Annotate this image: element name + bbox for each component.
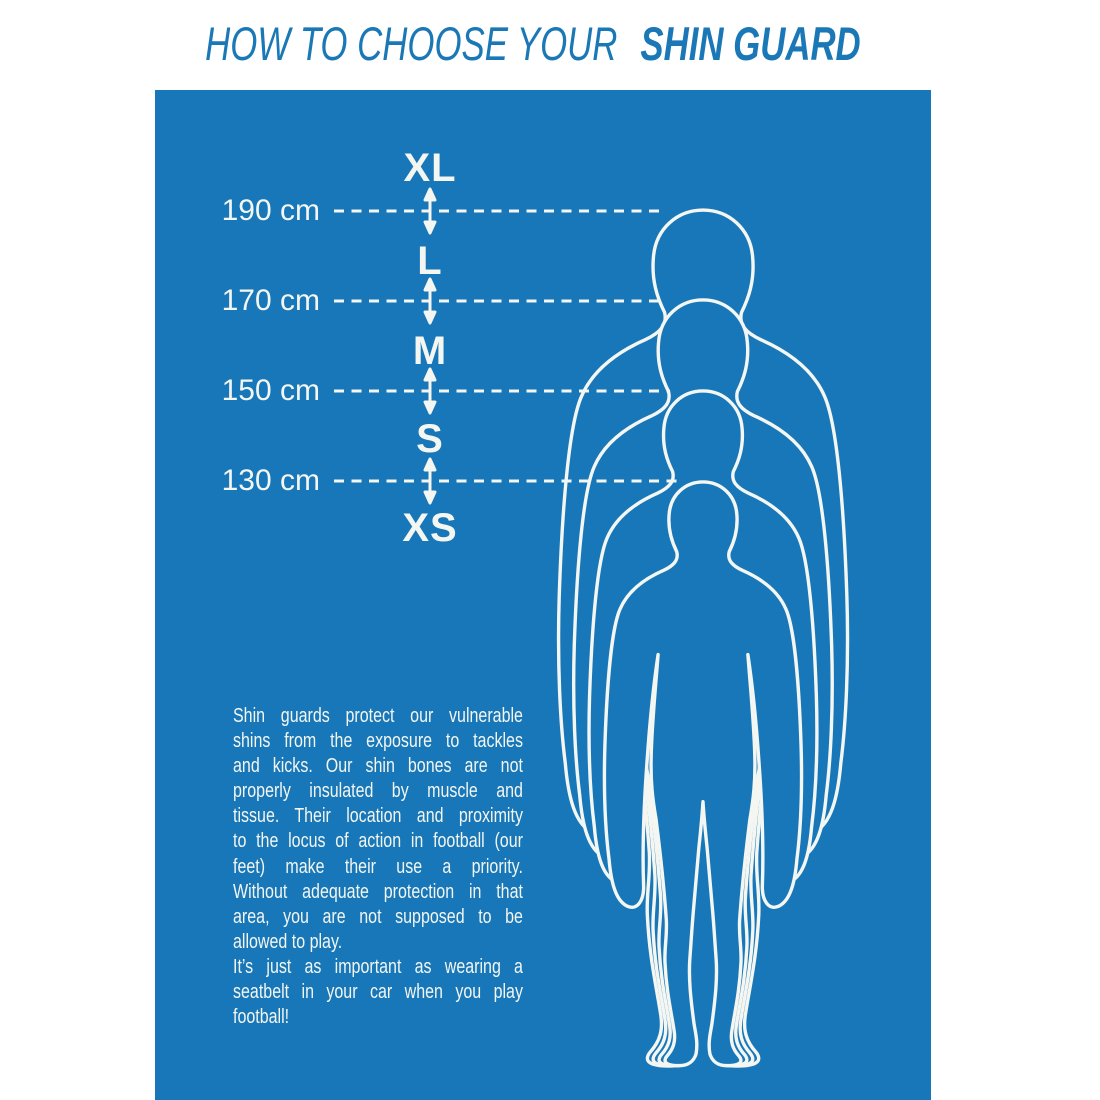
height-mark-170cm: 170 cm: [221, 284, 320, 317]
body-silhouettes: [556, 208, 850, 1068]
description-text: Shin guards protect our vulnerable shins…: [233, 704, 523, 1030]
height-mark-190cm: 190 cm: [221, 194, 320, 227]
description-line: Without adequate protection in that: [233, 880, 523, 903]
size-silhouette-diagram: [334, 187, 850, 1068]
description-line: feet) make their use a priority.: [233, 855, 523, 878]
description-line: It’s just as important as wearing a: [233, 955, 523, 978]
height-mark-130cm: 130 cm: [221, 464, 320, 497]
description-line: seatbelt in your car when you play: [233, 981, 523, 1004]
height-mark-150cm: 150 cm: [221, 374, 320, 407]
description-line: to the locus of action in football (our: [233, 830, 523, 853]
height-dash-lines: [334, 209, 679, 483]
size-label-xs: XS: [402, 506, 458, 550]
description-line: area, you are not supposed to be: [233, 905, 523, 928]
description-line: properly insulated by muscle and: [233, 780, 523, 803]
size-label-m: M: [412, 329, 448, 373]
description-line: football!: [233, 1006, 290, 1029]
size-label-s: S: [416, 417, 444, 461]
description-line: allowed to play.: [233, 930, 343, 953]
infographic-panel: XL L M S XS 190 cm 170 cm 150 cm 130 cm …: [155, 90, 931, 1100]
description-line: shins from the exposure to tackles: [233, 730, 523, 753]
page-title: HOW TO CHOOSE YOUR SHIN GUARD: [0, 16, 1066, 71]
page-title-text: HOW TO CHOOSE YOUR SHIN GUARD: [205, 16, 861, 71]
size-label-xl: XL: [403, 146, 457, 190]
description-line: tissue. Their location and proximity: [233, 805, 523, 828]
description-line: Shin guards protect our vulnerable: [233, 705, 523, 727]
title-prefix: HOW TO CHOOSE YOUR: [205, 17, 618, 70]
size-label-l: L: [417, 239, 443, 283]
title-product-name: SHIN GUARD: [640, 17, 861, 70]
description-line: and kicks. Our shin bones are not: [233, 755, 523, 778]
